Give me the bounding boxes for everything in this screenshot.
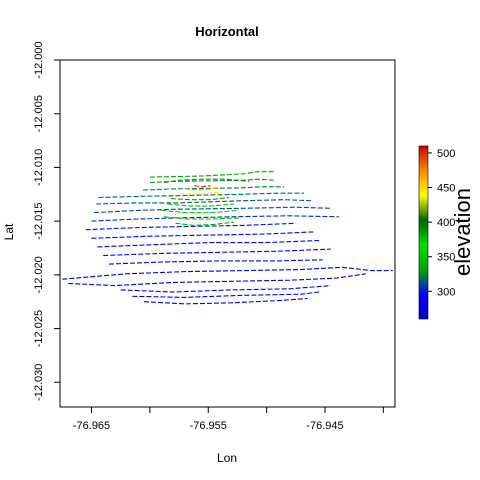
colorbar-gradient [418, 145, 429, 320]
contour-line [132, 291, 320, 298]
contour-lines [62, 171, 393, 305]
colorbar-tick-label: 400 [437, 217, 455, 229]
x-axis: -76.965 -76.955 -76.945 [73, 407, 384, 432]
y-tick-label: -12.000 [33, 41, 45, 78]
y-axis: -12.000 -12.005 -12.010 -12.015 -12.020 -12.0… [33, 41, 60, 401]
colorbar-ticks: 300 350 400 450 500 [428, 148, 455, 298]
contour-line [175, 221, 234, 226]
plot-frame [59, 59, 396, 408]
contour-line [149, 171, 276, 178]
contour-line [108, 259, 323, 265]
contour-line [167, 203, 234, 207]
x-tick-label: -76.955 [190, 420, 227, 432]
contour-line [170, 196, 230, 201]
contour-line [97, 239, 320, 248]
colorbar-tick-label: 350 [437, 252, 455, 264]
contour-line [98, 192, 304, 199]
contour-line [161, 209, 238, 214]
colorbar-title: elevation [450, 188, 475, 276]
y-axis-label: Lat [2, 223, 16, 240]
y-tick-label: -12.015 [33, 202, 45, 239]
colorbar-tick-label: 300 [437, 286, 455, 298]
contour-line [142, 186, 285, 191]
x-tick-label: -76.945 [306, 420, 343, 432]
contour-line [103, 248, 331, 257]
colorbar-tick-label: 450 [437, 183, 455, 195]
y-tick-label: -12.005 [33, 95, 45, 132]
contour-line [194, 185, 211, 188]
elevation-colorbar: 300 350 400 450 500 elevation [418, 145, 475, 320]
chart-title: Horizontal [195, 24, 259, 39]
contour-line [68, 273, 366, 287]
contour-line [184, 187, 220, 191]
contour-line [179, 191, 223, 195]
contour-line [143, 297, 308, 305]
x-axis-label: Lon [217, 451, 237, 465]
x-tick-label: -76.965 [73, 420, 110, 432]
y-tick-label: -12.025 [33, 310, 45, 347]
contour-line [91, 215, 340, 222]
y-tick-label: -12.020 [33, 256, 45, 293]
contour-line [163, 178, 250, 184]
contour-line [91, 231, 314, 239]
contour-line [93, 206, 331, 214]
y-tick-label: -12.030 [33, 364, 45, 401]
contour-line [120, 285, 331, 293]
contour-line [62, 266, 393, 280]
colorbar-tick-label: 500 [437, 148, 455, 160]
y-tick-label: -12.010 [33, 149, 45, 186]
contour-line [85, 222, 296, 231]
contour-line [163, 216, 241, 220]
contour-line [96, 199, 312, 205]
